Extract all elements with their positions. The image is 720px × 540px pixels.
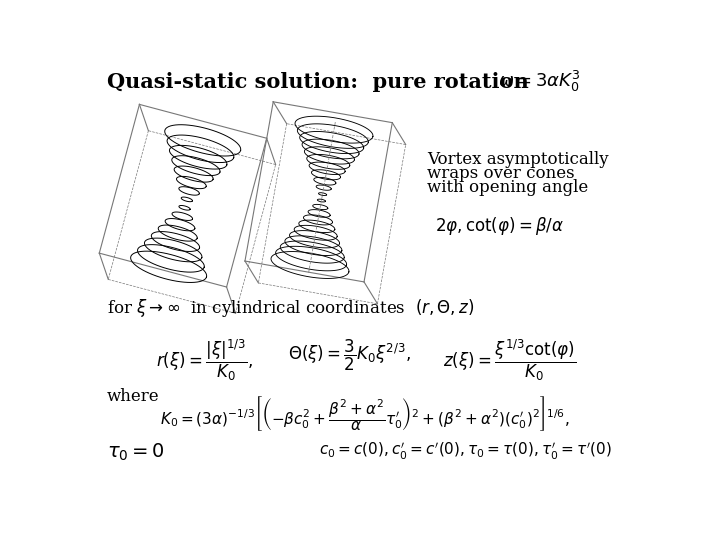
Text: $K_0 = (3\alpha)^{-1/3}\left[\left(-\beta c_0^2 + \dfrac{\beta^2+\alpha^2}{\alph: $K_0 = (3\alpha)^{-1/3}\left[\left(-\bet… bbox=[160, 394, 570, 433]
Text: $c_0 = c(0), c_0' = c'(0), \tau_0 = \tau(0), \tau_0' = \tau'(0)$: $c_0 = c(0), c_0' = c'(0), \tau_0 = \tau… bbox=[319, 441, 611, 462]
Text: Vortex asymptotically: Vortex asymptotically bbox=[427, 151, 608, 168]
Text: $\omega = 3\alpha K_0^3$: $\omega = 3\alpha K_0^3$ bbox=[498, 69, 581, 94]
Text: wraps over cones: wraps over cones bbox=[427, 165, 575, 182]
Text: where: where bbox=[107, 388, 160, 405]
Text: $r(\xi) = \dfrac{|\xi|^{1/3}}{K_0},$: $r(\xi) = \dfrac{|\xi|^{1/3}}{K_0},$ bbox=[156, 338, 253, 383]
Text: $2\varphi, \cot(\varphi) = \beta / \alpha$: $2\varphi, \cot(\varphi) = \beta / \alph… bbox=[435, 215, 564, 237]
Text: $\tau_0 = 0$: $\tau_0 = 0$ bbox=[107, 442, 165, 463]
Text: $z(\xi) = \dfrac{\xi^{1/3}\cot(\varphi)}{K_0}$: $z(\xi) = \dfrac{\xi^{1/3}\cot(\varphi)}… bbox=[443, 338, 576, 383]
Text: $\Theta(\xi) = \dfrac{3}{2} K_0 \xi^{2/3},$: $\Theta(\xi) = \dfrac{3}{2} K_0 \xi^{2/3… bbox=[287, 338, 410, 373]
Text: with opening angle: with opening angle bbox=[427, 179, 588, 196]
Text: Quasi-static solution:  pure rotation: Quasi-static solution: pure rotation bbox=[107, 72, 528, 92]
Text: for $\xi \rightarrow \infty$  in cylindrical coordinates  $(r, \Theta, z)$: for $\xi \rightarrow \infty$ in cylindri… bbox=[107, 298, 474, 319]
